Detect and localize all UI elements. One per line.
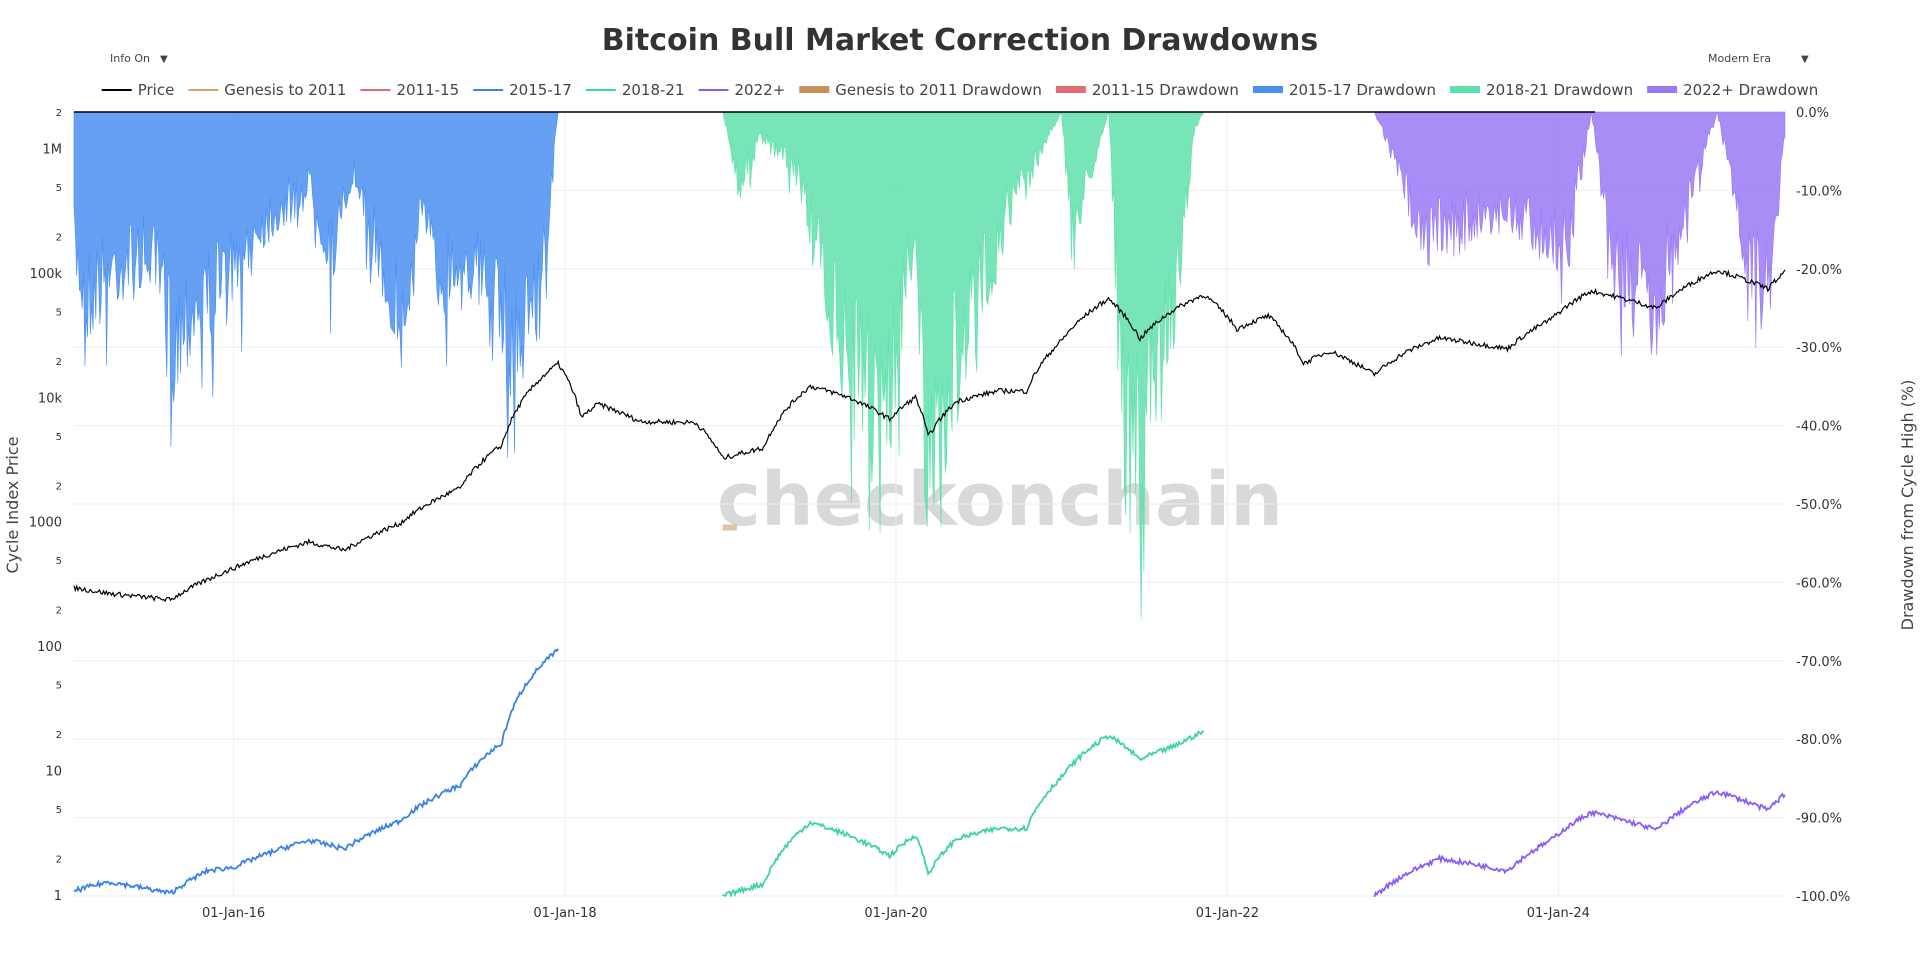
legend-item: 2015-17 [473, 81, 572, 99]
price-line [1373, 789, 1786, 898]
right-tick-label: -50.0% [1796, 498, 1842, 513]
legend-item: 2018-21 [585, 81, 685, 99]
legend-item: 2011-15 [360, 81, 459, 99]
right-tick-label: -40.0% [1796, 420, 1842, 435]
info-dropdown-label: Info On [110, 52, 150, 65]
left-tick-label: 5 [56, 805, 62, 816]
left-tick-label: 5 [56, 307, 62, 318]
grid-lines [74, 111, 1785, 897]
legend-label: 2011-15 [396, 81, 459, 99]
legend-swatch-area [1450, 86, 1481, 93]
x-tick-label: 01-Jan-18 [533, 906, 596, 921]
info-dropdown[interactable]: Info On ▼ [110, 52, 168, 65]
x-tick-label: 01-Jan-20 [864, 906, 927, 921]
right-tick-label: -60.0% [1796, 576, 1842, 591]
left-tick-label: 10 [45, 765, 62, 780]
right-tick-label: 0.0% [1796, 106, 1829, 121]
right-axis-ticks: 0.0% -10.0% -20.0% -30.0% -40.0% -50.0% -60.0%… [1796, 106, 1850, 905]
right-tick-label: -100.0% [1796, 890, 1850, 905]
legend-label: Genesis to 2011 Drawdown [835, 81, 1042, 99]
left-tick-label: 2 [56, 481, 62, 492]
legend-item: 2015-17 Drawdown [1252, 81, 1436, 99]
right-tick-label: -20.0% [1796, 263, 1842, 278]
legend-item: Genesis to 2011 Drawdown [799, 81, 1042, 99]
price-line [722, 730, 1205, 898]
legend-label: 2015-17 [509, 81, 572, 99]
left-tick-label: 100 [37, 640, 62, 655]
legend-swatch-area [1647, 86, 1678, 93]
x-tick-label: 01-Jan-16 [202, 906, 265, 921]
legend-swatch-area [799, 86, 830, 93]
left-tick-label: 2 [56, 855, 62, 866]
right-tick-label: -10.0% [1796, 184, 1842, 199]
left-tick-label: 5 [56, 556, 62, 567]
left-axis-ticks: 1 2 5 10 2 5 100 2 5 1000 2 5 10k 2 5 100k 2 5 1M 2 [29, 108, 63, 904]
left-tick-label: 2 [56, 232, 62, 243]
drawdown-area [722, 524, 737, 531]
legend-item: 2022+ [698, 81, 786, 99]
legend-label: Genesis to 2011 [224, 81, 346, 99]
left-tick-label: 1000 [29, 516, 62, 531]
x-tick-label: 01-Jan-24 [1527, 906, 1590, 921]
left-tick-label: 1M [43, 142, 63, 157]
legend-swatch-area [1252, 86, 1283, 93]
x-axis-ticks: 01-Jan-16 01-Jan-18 01-Jan-20 01-Jan-22 01-J… [202, 906, 1590, 921]
chart-title: Bitcoin Bull Market Correction Drawdowns [602, 23, 1318, 58]
left-tick-label: 5 [56, 183, 62, 194]
right-tick-label: -30.0% [1796, 341, 1842, 356]
legend-label: 2022+ [735, 81, 786, 99]
left-tick-label: 2 [56, 606, 62, 617]
left-tick-label: 5 [56, 681, 62, 692]
legend-item: 2018-21 Drawdown [1450, 81, 1633, 99]
left-tick-label: 5 [56, 432, 62, 443]
legend-item: Genesis to 2011 [188, 81, 346, 99]
price-line [73, 648, 559, 896]
price-lines [73, 269, 1786, 898]
price-line [73, 269, 1786, 603]
legend-item: 2022+ Drawdown [1647, 81, 1818, 99]
legend-label: 2015-17 Drawdown [1289, 81, 1436, 99]
drawdown-area [722, 111, 1205, 620]
drawdown-areas [73, 111, 1786, 620]
right-tick-label: -70.0% [1796, 655, 1842, 670]
left-tick-label: 100k [30, 267, 63, 282]
left-tick-label: 2 [56, 730, 62, 741]
chevron-down-icon: ▼ [159, 54, 168, 65]
right-axis-label: Drawdown from Cycle High (%) [1898, 380, 1917, 631]
left-tick-label: 10k [38, 391, 63, 406]
left-tick-label: 2 [56, 357, 62, 368]
era-dropdown-label: Modern Era [1708, 52, 1771, 65]
drawdown-area [1373, 111, 1786, 357]
chevron-down-icon: ▼ [1800, 54, 1809, 65]
drawdown-area [73, 111, 559, 459]
left-tick-label: 2 [56, 108, 62, 119]
legend-item: 2011-15 Drawdown [1055, 81, 1239, 99]
legend-label: Price [138, 81, 175, 99]
legend-item: Price [101, 81, 175, 99]
legend-label: 2018-21 Drawdown [1486, 81, 1633, 99]
legend-swatch-area [1055, 86, 1086, 93]
legend-label: 2011-15 Drawdown [1092, 81, 1239, 99]
legend-label: 2022+ Drawdown [1683, 81, 1818, 99]
era-dropdown[interactable]: Modern Era ▼ [1708, 52, 1809, 65]
right-tick-label: -90.0% [1796, 812, 1842, 827]
legend-label: 2018-21 [622, 81, 685, 99]
left-tick-label: 1 [54, 889, 62, 904]
chart-legend: Price Genesis to 2011 2011-15 2015-17 2018-2… [101, 81, 1818, 99]
right-tick-label: -80.0% [1796, 733, 1842, 748]
watermark: checkonchain [717, 457, 1283, 543]
x-tick-label: 01-Jan-22 [1196, 906, 1259, 921]
left-axis-label: Cycle Index Price [3, 437, 22, 574]
